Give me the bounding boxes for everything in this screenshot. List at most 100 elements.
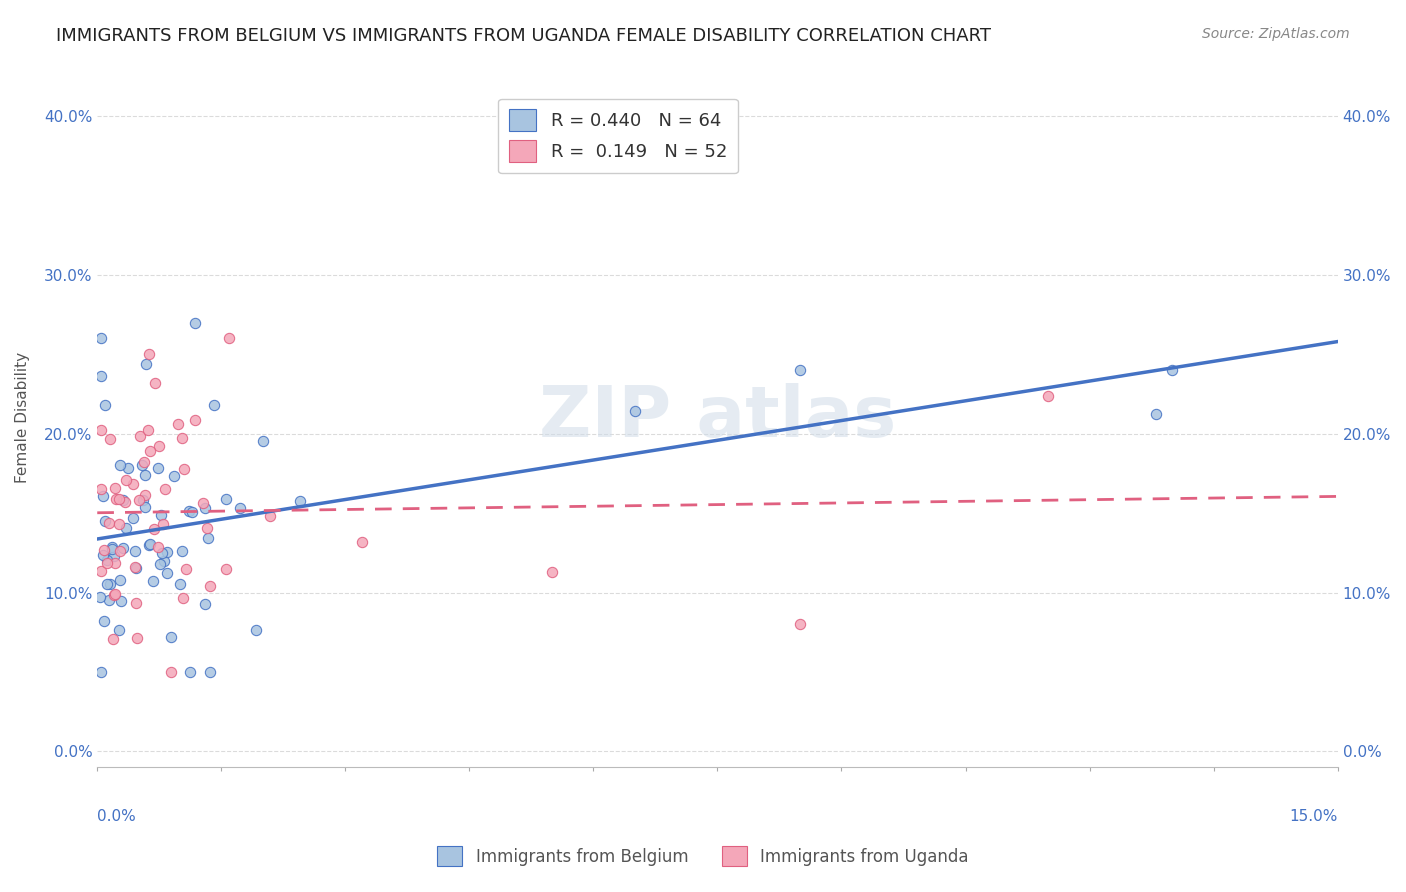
Point (97, 516, 120, 531)
Point (184, 412, 207, 426)
Point (94, 398, 117, 412)
Point (198, 579, 221, 593)
Point (127, 631, 149, 645)
Point (125, 596, 148, 610)
Point (197, 531, 219, 545)
Point (174, 561, 197, 575)
Point (170, 544, 193, 558)
Point (146, 460, 169, 475)
Point (134, 488, 156, 502)
Point (288, 494, 311, 508)
Point (134, 467, 156, 482)
Point (135, 357, 157, 371)
Point (177, 504, 200, 518)
Point (93, 543, 115, 558)
Point (128, 492, 150, 507)
Point (139, 443, 162, 458)
Point (148, 439, 170, 453)
Point (173, 462, 195, 476)
Point (90, 369, 112, 384)
Point (350, 534, 373, 549)
Text: IMMIGRANTS FROM BELGIUM VS IMMIGRANTS FROM UGANDA FEMALE DISABILITY CORRELATION : IMMIGRANTS FROM BELGIUM VS IMMIGRANTS FR… (56, 27, 991, 45)
Point (149, 508, 172, 522)
Point (96, 552, 118, 566)
Point (789, 363, 811, 377)
Point (155, 566, 177, 581)
Point (128, 429, 150, 443)
Point (215, 562, 238, 576)
Point (122, 477, 145, 491)
Point (90, 331, 112, 345)
Point (93, 489, 115, 503)
Point (117, 461, 139, 475)
Point (155, 482, 177, 496)
Point (115, 521, 138, 535)
Y-axis label: Female Disability: Female Disability (15, 352, 30, 483)
Point (218, 331, 240, 345)
Point (541, 565, 564, 579)
Point (122, 511, 145, 525)
Point (215, 492, 238, 507)
Point (101, 541, 124, 555)
Text: 0.0%: 0.0% (97, 809, 136, 824)
Point (90, 482, 112, 496)
Point (156, 545, 179, 559)
Legend: R = 0.440   N = 64, R =  0.149   N = 52: R = 0.440 N = 64, R = 0.149 N = 52 (499, 98, 738, 173)
Point (152, 516, 174, 531)
Point (172, 431, 194, 445)
Point (114, 495, 136, 509)
Point (149, 557, 172, 571)
Point (107, 623, 129, 637)
Point (124, 559, 146, 574)
Point (1038, 389, 1060, 403)
Point (110, 594, 132, 608)
Point (134, 500, 156, 515)
Text: Source: ZipAtlas.com: Source: ZipAtlas.com (1202, 27, 1350, 41)
Point (259, 508, 281, 523)
Point (112, 541, 135, 555)
Point (94, 514, 117, 528)
Text: 15.0%: 15.0% (1289, 809, 1337, 824)
Point (150, 546, 173, 560)
Point (132, 493, 155, 508)
Point (134, 455, 156, 469)
Point (103, 556, 125, 570)
Point (125, 560, 148, 574)
Point (98, 577, 121, 591)
Point (104, 587, 127, 601)
Point (160, 630, 183, 644)
Point (138, 537, 160, 551)
Point (93, 615, 115, 629)
Point (138, 538, 160, 552)
Point (146, 541, 169, 555)
Point (143, 522, 166, 536)
Point (90, 665, 112, 679)
Point (138, 347, 160, 361)
Point (180, 505, 202, 519)
Point (159, 665, 181, 679)
Point (143, 376, 166, 391)
Point (107, 492, 129, 507)
Point (90, 564, 112, 578)
Point (108, 516, 131, 531)
Point (98, 592, 121, 607)
Point (101, 632, 124, 646)
Point (101, 541, 124, 556)
Point (111, 492, 134, 507)
Point (104, 491, 127, 506)
Point (131, 458, 153, 473)
Point (110, 458, 132, 472)
Point (136, 423, 159, 437)
Point (103, 587, 125, 601)
Point (194, 501, 217, 516)
Point (228, 500, 250, 515)
Point (202, 398, 225, 412)
Point (98, 432, 121, 446)
Point (252, 434, 274, 448)
Point (104, 481, 127, 495)
Point (90, 423, 112, 437)
Point (179, 665, 201, 679)
Point (194, 597, 217, 611)
Point (789, 617, 811, 632)
Point (96, 577, 118, 591)
